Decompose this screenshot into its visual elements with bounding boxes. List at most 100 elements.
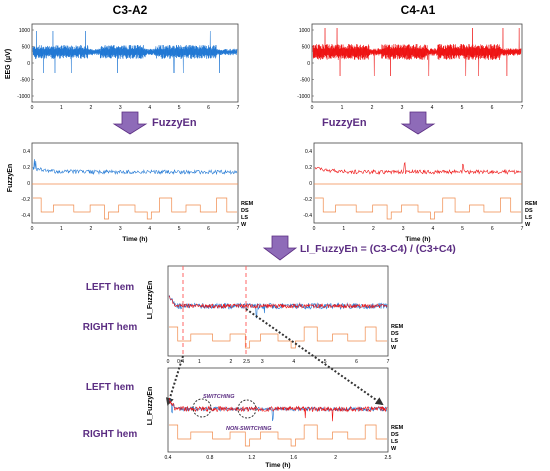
- eeg-xtick-label: 6: [491, 105, 494, 111]
- sleep-stage-label: REM: [525, 201, 538, 207]
- fuzzyen-xtick-label: 4: [148, 226, 151, 232]
- fuzzyen-xtick-label: 0: [313, 226, 316, 232]
- fuzzyen-xtick-label: 6: [491, 226, 494, 232]
- sleep-stage-label: REM: [391, 425, 404, 431]
- fuzzyen-label-right: FuzzyEn: [322, 117, 367, 129]
- li-xtick-label: 3: [261, 359, 264, 365]
- eeg-panel-left: EEG (μV) 1000 500 0 -500 -1000 0 1 2 3 4 5 6 7: [5, 23, 240, 111]
- time-xlabel-right: Time (h): [405, 236, 430, 243]
- eeg-xtick-label: 5: [178, 105, 181, 111]
- eeg-ytick-label: -1000: [17, 94, 30, 100]
- eeg-right-frame: [311, 23, 523, 103]
- fuzzyen-xtick-label: 3: [119, 226, 122, 232]
- hypnogram-zoom: [169, 424, 387, 447]
- zoom-frame: [167, 367, 389, 453]
- fuzzyen-xtick-label: 5: [461, 226, 464, 232]
- fuzzyen-xtick-label: 1: [60, 226, 63, 232]
- li-xtick-label: 4: [292, 359, 295, 365]
- eeg-ytick-label: 500: [22, 45, 31, 51]
- zoom-right-hem-label: RIGHT hem: [83, 429, 138, 440]
- fuzzyen-trace-c4: [314, 161, 522, 175]
- fuzzyen-xtick-label: 5: [178, 226, 181, 232]
- li-xtick-label: 2: [229, 359, 232, 365]
- right-hem-label: RIGHT hem: [83, 322, 138, 333]
- zoom-trace-red: [168, 398, 388, 422]
- c4-title: C4-A1: [401, 3, 436, 17]
- fuzzyen-ytick-label: -0.4: [303, 213, 312, 219]
- switching-circle: [192, 398, 212, 418]
- sleep-stage-label: REM: [241, 201, 254, 207]
- fuzzyen-xtick-label: 6: [207, 226, 210, 232]
- fuzzyen-xtick-label: 7: [521, 226, 524, 232]
- li-xtick-label: 0: [167, 359, 170, 365]
- eeg-ytick-label: 500: [302, 45, 311, 51]
- eeg-ytick-label: 0: [307, 61, 310, 67]
- eeg-xtick-label: 3: [401, 105, 404, 111]
- time-xlabel-left: Time (h): [122, 236, 147, 243]
- fuzzyen-ytick-label: 0.2: [305, 165, 312, 171]
- li-xtick-label: 1: [198, 359, 201, 365]
- li-xtick-label: 2.5: [243, 359, 250, 365]
- zoom-xtick-label: 0.8: [206, 455, 213, 461]
- fuzzyen-xtick-label: 1: [342, 226, 345, 232]
- fuzzyen-ytick-label: 0.4: [23, 149, 30, 155]
- eeg-xtick-label: 5: [461, 105, 464, 111]
- fuzzyen-label-left: FuzzyEn: [152, 117, 197, 129]
- fuzzyen-ytick-label: -0.2: [21, 197, 30, 203]
- eeg-xtick-label: 4: [148, 105, 151, 111]
- fuzzyen-xtick-label: 3: [402, 226, 405, 232]
- zoom-xtick-label: 2: [334, 455, 337, 461]
- down-arrow-left: [112, 111, 148, 135]
- sleep-stage-label: W: [391, 446, 397, 452]
- sleep-stage-label: W: [391, 345, 397, 351]
- eeg-ytick-label: -1000: [297, 94, 310, 100]
- fuzzyen-ytick-label: 0: [27, 181, 30, 187]
- eeg-panel-right: 1000 500 0 -500 -1000 0 1 2 3 4 5 6 7: [297, 23, 524, 111]
- fuzzyen-xtick-label: 0: [31, 226, 34, 232]
- eeg-ytick-label: 1000: [299, 28, 310, 34]
- switching-label: SWITCHING: [203, 394, 235, 400]
- fuzzyen-panel-right: 0.4 0.2 0 -0.2 -0.4 0 1 2 3 4 5 6 7 Time (h) REMDSL…: [303, 142, 538, 243]
- eeg-xtick-label: 1: [341, 105, 344, 111]
- fuzzyen-ytick-label: 0: [309, 181, 312, 187]
- sleep-stage-label: W: [241, 222, 247, 228]
- non-switching-label: NON-SWITCHING: [226, 426, 272, 432]
- li-xtick-label: 6: [355, 359, 358, 365]
- eeg-xtick-label: 1: [60, 105, 63, 111]
- sleep-stage-label: LS: [241, 215, 248, 221]
- fuzzyen-right-frame: [313, 142, 523, 224]
- zoom-connector-left: [165, 355, 184, 406]
- li-xtick-label: 0.4: [177, 359, 184, 365]
- down-arrow-right: [400, 111, 436, 135]
- eeg-ytick-label: 1000: [19, 28, 30, 34]
- sleep-stage-label: LS: [525, 215, 532, 221]
- zoom-xtick-label: 2.5: [385, 455, 392, 461]
- fuzzyen-ytick-label: 0.2: [23, 165, 30, 171]
- eeg-ylabel: EEG (μV): [5, 49, 12, 79]
- fuzzyen-panel-left: FuzzyEn 0.4 0.2 0 -0.2 -0.4 0 1 2 3 4 5 6 7 Time (h…: [7, 142, 254, 243]
- eeg-signal-c4: [312, 27, 522, 77]
- c3-title: C3-A2: [113, 3, 148, 17]
- eeg-ytick-label: -500: [20, 78, 30, 84]
- zoom-panel: LI_FuzzyEn SWITCHING NON-SWITCHING 0.4 0.…: [147, 367, 404, 469]
- fuzzyen-xtick-label: 4: [431, 226, 434, 232]
- hypnogram-right: [315, 197, 521, 220]
- eeg-signal-c3: [32, 30, 238, 74]
- non-switching-circle: [237, 399, 257, 419]
- li-frame: [167, 265, 389, 357]
- hypnogram-left: [33, 197, 237, 220]
- eeg-xtick-label: 2: [371, 105, 374, 111]
- eeg-xtick-label: 0: [311, 105, 314, 111]
- formula-label: LI_FuzzyEn = (C3-C4) / (C3+C4): [300, 243, 456, 255]
- hypnogram-li: [169, 326, 387, 349]
- zoom-xtick-label: 1.6: [290, 455, 297, 461]
- fuzzyen-ylabel: FuzzyEn: [7, 164, 14, 192]
- sleep-stage-label: LS: [391, 439, 398, 445]
- fuzzyen-xtick-label: 2: [89, 226, 92, 232]
- fuzzyen-ytick-label: -0.2: [303, 197, 312, 203]
- eeg-left-frame: [31, 23, 239, 103]
- fuzzyen-trace-c3: [32, 159, 238, 176]
- li-ylabel: LI_FuzzyEn: [147, 281, 154, 320]
- eeg-xtick-label: 3: [119, 105, 122, 111]
